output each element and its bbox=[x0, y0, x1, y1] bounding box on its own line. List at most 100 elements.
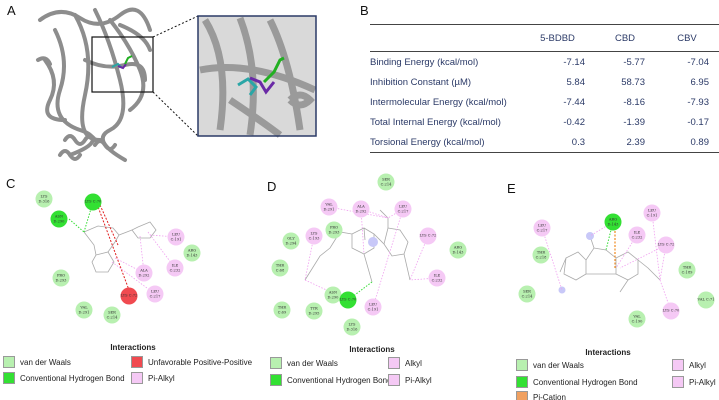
row-label: Total Internal Energy (kcal/mol) bbox=[370, 116, 501, 128]
legend-swatch bbox=[270, 374, 282, 386]
header-cbv: CBV bbox=[655, 24, 719, 52]
residue-node: VAL C:190 bbox=[628, 310, 646, 328]
legend-title: Interactions bbox=[585, 348, 631, 357]
panel-label-e: E bbox=[507, 181, 516, 196]
legend-swatch bbox=[516, 359, 528, 371]
zoom-connector-top bbox=[152, 15, 199, 38]
legend-swatch bbox=[270, 357, 282, 369]
row-value: 5.84 bbox=[566, 76, 586, 88]
table-row: Total Internal Energy (kcal/mol) -0.42 -1.… bbox=[370, 112, 719, 132]
zoom-connector-bottom bbox=[152, 91, 199, 137]
residue-node: ALA D:292 bbox=[135, 264, 153, 282]
residue-node: THR C:68 bbox=[271, 259, 289, 277]
legend-swatch bbox=[672, 359, 684, 371]
legend-swatch bbox=[131, 356, 143, 368]
row-label: Torsional Energy (kcal/mol) bbox=[370, 136, 485, 148]
legend-swatch bbox=[388, 374, 400, 386]
row-value: -0.17 bbox=[687, 116, 709, 128]
residue-node: LEU C:191 bbox=[167, 228, 185, 246]
legend-label: Conventional Hydrogen Bond bbox=[287, 375, 392, 385]
legend-swatch bbox=[131, 372, 143, 384]
residue-node: PRO D:293 bbox=[52, 269, 70, 287]
legend-label: Pi-Alkyl bbox=[689, 377, 716, 387]
residue-node: LYS C:72 bbox=[120, 287, 138, 305]
row-value: -7.44 bbox=[563, 96, 585, 108]
panel-label-b: B bbox=[360, 3, 369, 18]
table-row: Binding Energy (kcal/mol) -7.14 -5.77 -7.04 bbox=[370, 52, 719, 73]
residue-node: ALA D:292 bbox=[352, 200, 370, 218]
residue-node: ILE C:232 bbox=[628, 226, 646, 244]
row-label: Inhibition Constant (µM) bbox=[370, 76, 472, 88]
legend-item: Conventional Hydrogen Bond bbox=[516, 376, 638, 388]
legend-title: Interactions bbox=[110, 343, 156, 352]
legend-swatch bbox=[672, 376, 684, 388]
legend-item: Pi-Alkyl bbox=[388, 374, 432, 386]
legend-swatch bbox=[3, 356, 15, 368]
row-label: Intermolecular Energy (kcal/mol) bbox=[370, 96, 507, 108]
legend-swatch bbox=[516, 391, 528, 400]
legend-swatch bbox=[516, 376, 528, 388]
residue-node: LEU C:217 bbox=[146, 285, 164, 303]
residue-node: SER C:214 bbox=[377, 173, 395, 191]
residue-node: THR C:69 bbox=[273, 301, 291, 319]
residue-node: LYS C:193 bbox=[305, 227, 323, 245]
residue-node: ARG D:143 bbox=[604, 213, 622, 231]
residue-node: ILE C:232 bbox=[428, 269, 446, 287]
row-value: -1.39 bbox=[623, 116, 645, 128]
residue-node: LYS C:72 bbox=[657, 236, 675, 254]
legend-swatch bbox=[3, 372, 15, 384]
legend-item: Unfavorable Positive-Positive bbox=[131, 356, 252, 368]
row-value: -7.14 bbox=[563, 56, 585, 68]
zoom-inset bbox=[197, 15, 317, 138]
row-label: Binding Energy (kcal/mol) bbox=[370, 56, 479, 68]
legend-label: van der Waals bbox=[533, 360, 584, 370]
legend-item: Alkyl bbox=[672, 359, 706, 371]
residue-node: ASN D:290 bbox=[50, 210, 68, 228]
legend-item: Alkyl bbox=[388, 357, 422, 369]
legend-label: Alkyl bbox=[689, 360, 706, 370]
legend-label: Pi-Cation bbox=[533, 392, 566, 400]
panel-label-c: C bbox=[6, 176, 16, 191]
legend-label: Unfavorable Positive-Positive bbox=[148, 357, 253, 367]
table-header-row: 5-BDBD CBD CBV bbox=[370, 24, 719, 52]
table-row: Inhibition Constant (µM) 5.84 58.73 6.95 bbox=[370, 72, 719, 92]
row-value: -5.77 bbox=[623, 56, 645, 68]
legend-label: Alkyl bbox=[405, 358, 422, 368]
legend-item: Pi-Cation bbox=[516, 391, 566, 400]
ligand-sticks bbox=[111, 55, 133, 70]
legend-item: Pi-Alkyl bbox=[672, 376, 716, 388]
panel-label-a: A bbox=[7, 3, 16, 18]
table-row: Torsional Energy (kcal/mol) 0.3 2.39 0.89 bbox=[370, 132, 719, 153]
legend-label: Conventional Hydrogen Bond bbox=[20, 373, 125, 383]
residue-node: VAL D:291 bbox=[75, 301, 93, 319]
residue-node: LYS D:316 bbox=[343, 318, 361, 336]
row-value: -7.93 bbox=[687, 96, 709, 108]
row-value: 2.39 bbox=[626, 136, 646, 148]
residue-node: VAL D:291 bbox=[320, 198, 338, 216]
residue-node: LYS C:70 bbox=[339, 291, 357, 309]
row-value: 6.95 bbox=[690, 76, 710, 88]
residue-node: SER C:214 bbox=[103, 306, 121, 324]
legend-item: Pi-Alkyl bbox=[131, 372, 175, 384]
header-blank bbox=[370, 24, 520, 52]
legend-label: Pi-Alkyl bbox=[405, 375, 432, 385]
residue-node: ASN D:290 bbox=[324, 286, 342, 304]
residue-node: SER C:214 bbox=[518, 285, 536, 303]
residue-node: ARG D:143 bbox=[449, 241, 467, 259]
legend-label: van der Waals bbox=[20, 357, 71, 367]
residue-node: LYS C:70 bbox=[84, 193, 102, 211]
residue-node: LYS C:72 bbox=[419, 227, 437, 245]
header-5bdbd: 5-BDBD bbox=[520, 24, 595, 52]
row-value: -0.42 bbox=[563, 116, 585, 128]
residue-node: LEU C:191 bbox=[643, 204, 661, 222]
row-value: 0.3 bbox=[571, 136, 585, 148]
legend-title: Interactions bbox=[349, 345, 395, 354]
row-value: -8.16 bbox=[623, 96, 645, 108]
table-row: Intermolecular Energy (kcal/mol) -7.44 -8.… bbox=[370, 92, 719, 112]
zoom-box bbox=[91, 36, 154, 93]
docking-results-table: 5-BDBD CBD CBV Binding Energy (kcal/mol)… bbox=[370, 24, 719, 153]
residue-node: ARG D:143 bbox=[183, 244, 201, 262]
residue-node: LYS C:70 bbox=[662, 302, 680, 320]
residue-node: LEU C:191 bbox=[364, 298, 382, 316]
